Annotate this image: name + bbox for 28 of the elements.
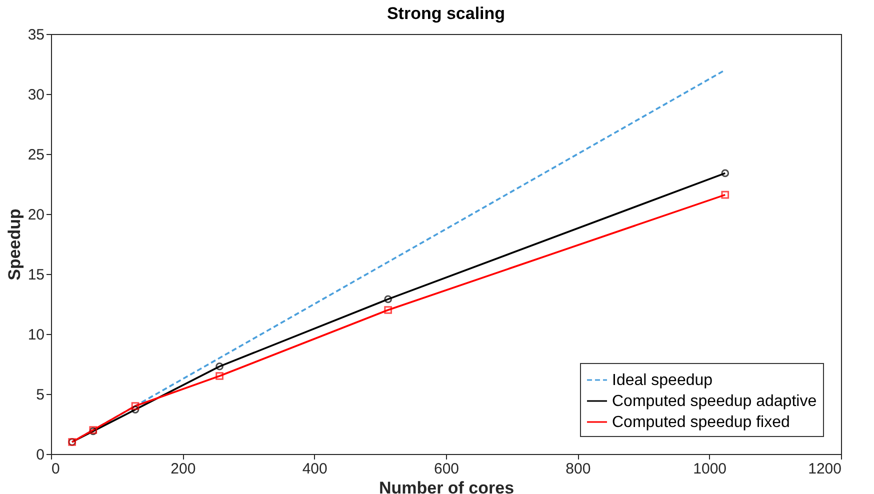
x-tick-label: 200: [170, 460, 196, 478]
y-tick-label: 25: [28, 146, 44, 164]
point: [131, 402, 140, 410]
y-tick-label: 10: [28, 326, 44, 344]
y-axis-title: Speedup: [4, 208, 24, 280]
y-tick-label: 30: [28, 86, 44, 104]
x-tick-label: 400: [302, 460, 328, 478]
chart-title: Strong scaling: [386, 4, 506, 23]
y-tick-label: 0: [36, 446, 44, 464]
point: [131, 406, 140, 414]
point: [384, 306, 392, 314]
y-tick-label: 35: [28, 26, 44, 44]
x-tick-label: 600: [434, 460, 460, 478]
point: [721, 190, 730, 199]
x-axis-title: Number of cores: [378, 478, 514, 494]
point: [216, 372, 224, 380]
x-tick-label: 800: [566, 460, 591, 478]
legend-label: Ideal speedup: [612, 372, 713, 389]
x-tick-label: 1000: [693, 460, 727, 478]
y-tick-label: 5: [36, 386, 44, 404]
legend-label: Computed speedup fixed: [612, 414, 790, 431]
legend-label: Computed speedup adaptive: [612, 393, 817, 410]
y-tick-label: 20: [28, 206, 44, 224]
x-tick-label: 1200: [808, 460, 842, 478]
x-tick-label: 0: [52, 460, 60, 478]
point: [384, 295, 392, 304]
point: [216, 362, 224, 370]
y-tick-label: 15: [28, 266, 44, 284]
